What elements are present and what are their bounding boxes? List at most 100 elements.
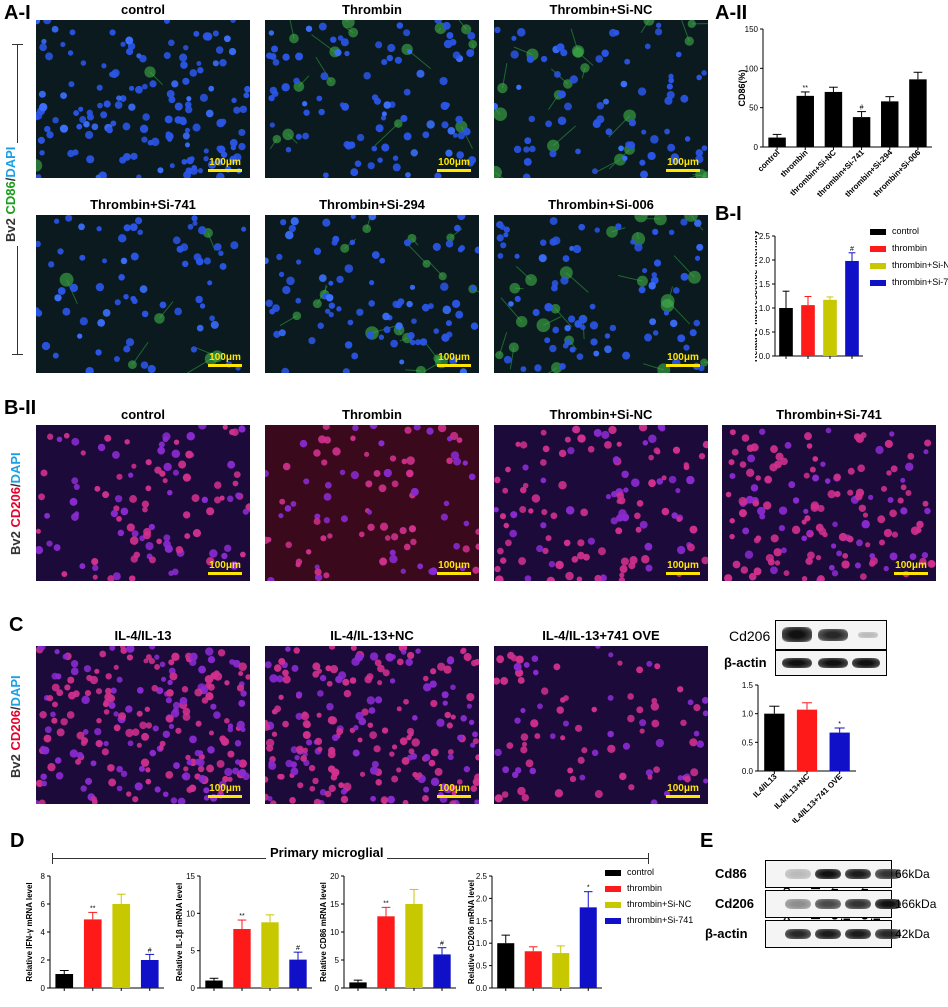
- image-title: IL-4/IL-13+741 OVE: [494, 628, 708, 643]
- band: [845, 929, 871, 939]
- band: [815, 899, 841, 909]
- significance-mark: #: [296, 945, 300, 952]
- bar: [112, 904, 130, 988]
- scale-bar-line: [666, 169, 700, 172]
- scale-bar: 100μm: [666, 157, 700, 172]
- scale-bar-label: 100μm: [208, 560, 242, 571]
- y-axis-label: Relative IFN-γ mRNA level: [25, 882, 34, 981]
- significance-mark: #: [860, 105, 864, 112]
- scale-bar-line: [666, 795, 700, 798]
- band: [785, 929, 811, 939]
- y-tick-label: 10: [330, 928, 339, 937]
- scale-bar-line: [208, 795, 242, 798]
- y-tick-label: 2: [41, 956, 46, 965]
- legend-label: thrombin: [627, 883, 662, 893]
- bar: [552, 953, 569, 988]
- legend-item: control: [605, 867, 654, 877]
- scale-bar: 100μm: [208, 560, 242, 575]
- scale-bar: 100μm: [437, 560, 471, 575]
- band: [845, 899, 871, 909]
- y-tick-label: 2.5: [476, 872, 488, 881]
- bar: [233, 929, 250, 988]
- scale-bar-label: 100μm: [666, 157, 700, 168]
- band: [818, 658, 848, 668]
- legend-item: control: [870, 226, 919, 236]
- bar: [377, 916, 394, 988]
- y-tick-label: 2.0: [476, 894, 488, 903]
- bar: [825, 92, 842, 147]
- scale-bar: 100μm: [208, 783, 242, 798]
- y-tick-label: 10: [186, 909, 195, 918]
- scale-bar-line: [666, 364, 700, 367]
- bar: [289, 960, 306, 988]
- significance-mark: #: [440, 941, 444, 948]
- y-tick-label: 1.5: [759, 280, 771, 289]
- blot-strip: [765, 860, 892, 888]
- bar: [580, 907, 597, 988]
- bar: [497, 943, 514, 988]
- micrograph-green: 100μm: [494, 20, 708, 178]
- image-title: control: [36, 2, 250, 17]
- legend-label: thrombin+Si-741: [892, 277, 948, 287]
- bar: [405, 904, 422, 988]
- bar: [797, 710, 817, 771]
- y-axis-label: Relative fluorescence intensity: [740, 675, 742, 787]
- scale-bar-line: [208, 364, 242, 367]
- band: [785, 869, 811, 879]
- y-tick-label: 0.5: [476, 962, 488, 971]
- legend-label: control: [627, 867, 654, 877]
- blot-kda-label: 42kDa: [895, 927, 930, 941]
- y-axis-label: CD86(%): [737, 69, 747, 106]
- legend-item: thrombin+Si-741: [605, 915, 693, 925]
- significance-mark: **: [383, 900, 389, 907]
- image-title: Thrombin+Si-NC: [494, 407, 708, 422]
- micrograph-red: 100μm: [36, 646, 250, 804]
- band: [782, 658, 812, 668]
- image-title: Thrombin: [265, 407, 479, 422]
- scale-bar-label: 100μm: [894, 560, 928, 571]
- scale-bar-label: 100μm: [437, 783, 471, 794]
- micrograph-red: 100μm: [494, 646, 708, 804]
- y-tick-label: 1.5: [476, 917, 488, 926]
- bar: [830, 733, 850, 771]
- legend-item: thrombin+Si-NC: [870, 260, 948, 270]
- y-tick-label: 5: [335, 956, 340, 965]
- c-blot-label-actin: β-actin: [724, 655, 767, 670]
- legend-label: thrombin: [892, 243, 927, 253]
- c-side-label: Bv2 CD206/DAPI: [8, 675, 23, 778]
- bar: [801, 305, 815, 356]
- bar: [349, 982, 366, 988]
- legend-label: thrombin+Si-NC: [892, 260, 948, 270]
- micrograph-green: 100μm: [265, 20, 479, 178]
- scale-bar-label: 100μm: [208, 157, 242, 168]
- panel-label-d: D: [10, 830, 24, 853]
- scale-bar-label: 100μm: [666, 783, 700, 794]
- y-tick-label: 0.5: [759, 328, 771, 337]
- bar: [433, 954, 450, 988]
- d-header-title: Primary microglial: [266, 845, 387, 860]
- significance-mark: **: [803, 85, 809, 92]
- y-tick-label: 0.0: [759, 352, 771, 361]
- bar: [768, 138, 785, 147]
- y-tick-label: 50: [749, 104, 758, 113]
- y-tick-label: 0: [191, 984, 196, 993]
- y-tick-label: 1.5: [742, 681, 754, 690]
- blot-row-label: Cd206: [715, 896, 754, 911]
- y-tick-label: 2.5: [759, 232, 771, 241]
- scale-bar: 100μm: [437, 352, 471, 367]
- scale-bar-label: 100μm: [437, 560, 471, 571]
- x-tick-label: control: [756, 148, 782, 174]
- bar: [853, 117, 870, 147]
- c-blot-cd206: [775, 620, 887, 650]
- y-tick-label: 0: [335, 984, 340, 993]
- scale-bar-line: [437, 572, 471, 575]
- bar: [55, 974, 73, 988]
- y-tick-label: 1.0: [742, 710, 754, 719]
- image-title: Thrombin: [265, 2, 479, 17]
- y-tick-label: 8: [41, 872, 46, 881]
